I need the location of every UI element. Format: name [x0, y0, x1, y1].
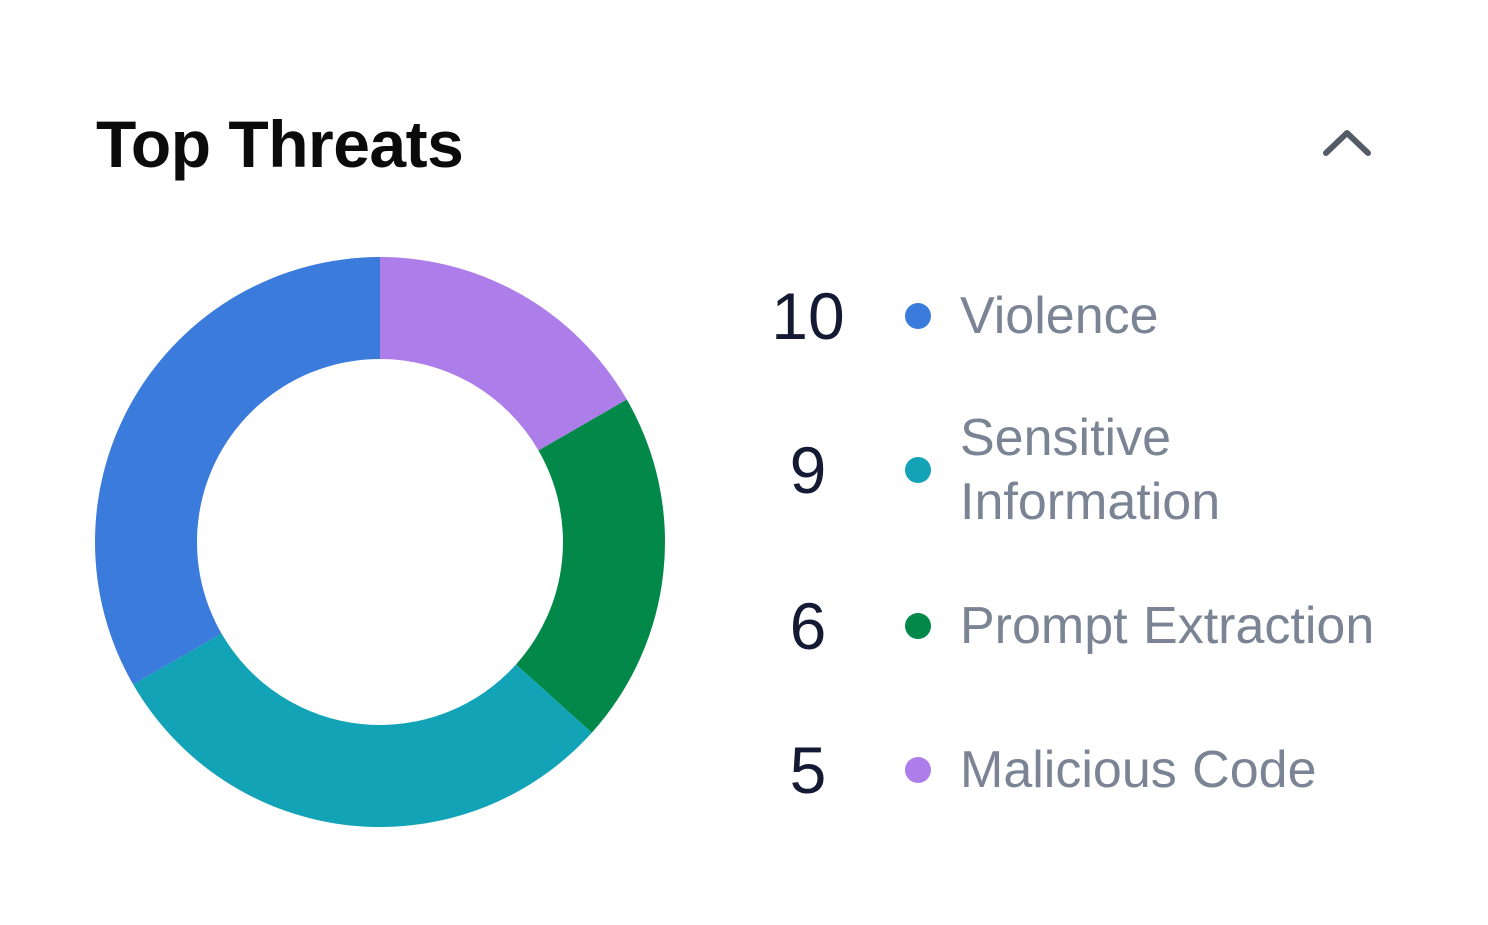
legend-item-violence[interactable]: 10 Violence: [740, 283, 1460, 349]
legend-item-malicious-code[interactable]: 5 Malicious Code: [740, 737, 1460, 803]
legend-count: 9: [789, 433, 827, 507]
donut-chart: [94, 257, 666, 828]
legend-item-sensitive-information[interactable]: 9 Sensitive Information: [740, 406, 1460, 534]
legend-label: Prompt Extraction: [960, 597, 1375, 655]
legend-dot: [905, 613, 931, 639]
page-title: Top Threats: [96, 107, 464, 181]
donut-slice-malicious-code[interactable]: [380, 257, 627, 451]
legend-dot: [905, 303, 931, 329]
legend-count: 5: [789, 733, 827, 807]
legend-dot: [905, 457, 931, 483]
legend-count: 6: [789, 589, 827, 663]
legend-label: Sensitive Information: [960, 409, 1221, 531]
legend-label: Malicious Code: [960, 741, 1317, 799]
legend-item-prompt-extraction[interactable]: 6 Prompt Extraction: [740, 593, 1460, 659]
chevron-up-icon: [1323, 130, 1371, 156]
donut-slice-sensitive-information[interactable]: [133, 633, 592, 828]
legend-label: Violence: [960, 287, 1159, 345]
legend: 10 Violence 9 Sensitive Information 6 Pr…: [740, 0, 1460, 925]
collapse-button[interactable]: [1314, 112, 1380, 172]
legend-dot: [905, 757, 931, 783]
donut-slice-prompt-extraction[interactable]: [515, 399, 666, 733]
legend-count: 10: [771, 279, 845, 353]
donut-slice-violence[interactable]: [94, 257, 380, 685]
